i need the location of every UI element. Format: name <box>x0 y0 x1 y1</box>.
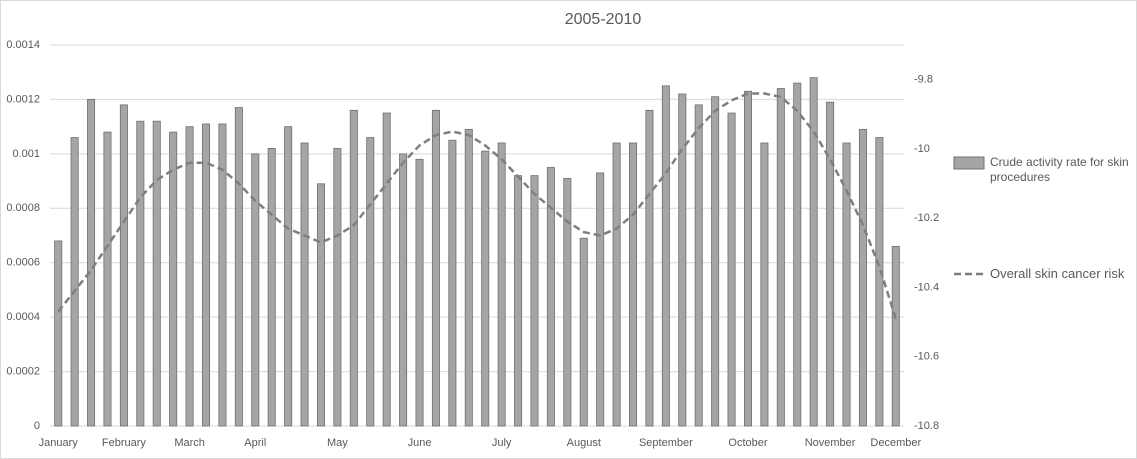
bar <box>563 177 572 427</box>
bar <box>875 137 884 427</box>
bar <box>514 175 523 427</box>
legend-label: Crude activity rate for skin procedures <box>990 155 1129 184</box>
bar <box>152 120 161 427</box>
y-tick-label: 0.0012 <box>6 93 40 105</box>
bar <box>431 109 440 427</box>
bar <box>382 112 391 427</box>
bar <box>119 104 128 427</box>
bar <box>612 142 621 427</box>
bar <box>497 142 506 427</box>
bar <box>776 88 785 427</box>
x-tick-label: July <box>492 437 512 449</box>
bar <box>349 109 358 427</box>
bar <box>661 85 670 427</box>
x-tick-label: May <box>327 437 348 449</box>
bar <box>103 131 112 427</box>
bar <box>251 153 260 427</box>
bar <box>54 240 63 427</box>
legend-label: Overall skin cancer risk <box>990 266 1125 281</box>
bar <box>300 142 309 427</box>
x-tick-label: June <box>408 437 432 449</box>
y2-tick-label: -10.4 <box>914 281 939 293</box>
bar <box>743 90 752 427</box>
bar <box>366 137 375 427</box>
bar <box>596 172 605 427</box>
y2-tick-label: -10.6 <box>914 351 939 363</box>
bar <box>218 123 227 427</box>
bar <box>267 148 276 427</box>
x-tick-label: October <box>728 437 767 449</box>
x-tick-label: January <box>39 437 79 449</box>
bar <box>645 109 654 427</box>
x-tick-label: April <box>244 437 266 449</box>
bar <box>711 96 720 427</box>
bar <box>284 126 293 427</box>
bar <box>185 126 194 427</box>
bar <box>87 99 96 427</box>
legend-swatch <box>953 156 985 170</box>
bar <box>316 183 325 427</box>
bar <box>826 101 835 427</box>
bar <box>448 139 457 427</box>
y-tick-label: 0 <box>34 420 40 432</box>
y-tick-label: 0.0014 <box>6 39 40 51</box>
y2-tick-label: -10.8 <box>914 420 939 432</box>
y2-tick-label: -10.2 <box>914 212 939 224</box>
bar <box>169 131 178 427</box>
y-tick-label: 0.0002 <box>6 365 40 377</box>
bar <box>760 142 769 427</box>
x-tick-label: November <box>805 437 856 449</box>
x-tick-label: September <box>639 437 693 449</box>
bar <box>415 158 424 427</box>
y2-tick-label: -9.8 <box>914 74 933 86</box>
x-tick-label: March <box>174 437 205 449</box>
bar <box>579 237 588 427</box>
bar <box>727 112 736 427</box>
bar <box>694 104 703 427</box>
bar <box>481 150 490 427</box>
x-tick-label: August <box>567 437 601 449</box>
y-tick-label: 0.0008 <box>6 202 40 214</box>
bar <box>842 142 851 427</box>
bar <box>530 175 539 427</box>
y-tick-label: 0.0006 <box>6 257 40 269</box>
y2-tick-label: -10 <box>914 143 930 155</box>
bar <box>858 128 867 427</box>
bar <box>333 148 342 427</box>
bar <box>399 153 408 427</box>
y-tick-label: 0.0004 <box>6 311 40 323</box>
bar <box>136 120 145 427</box>
bar <box>546 167 555 427</box>
chart-title: 2005-2010 <box>565 11 642 28</box>
bar <box>678 93 687 427</box>
y-tick-label: 0.001 <box>12 148 40 160</box>
bar <box>629 142 638 427</box>
bar <box>70 137 79 427</box>
bar <box>464 128 473 427</box>
bar <box>202 123 211 427</box>
x-tick-label: February <box>102 437 147 449</box>
bar <box>891 245 900 427</box>
line <box>57 92 897 320</box>
bar <box>809 77 818 427</box>
bar <box>234 107 243 427</box>
bar <box>793 82 802 427</box>
x-tick-label: December <box>870 437 921 449</box>
